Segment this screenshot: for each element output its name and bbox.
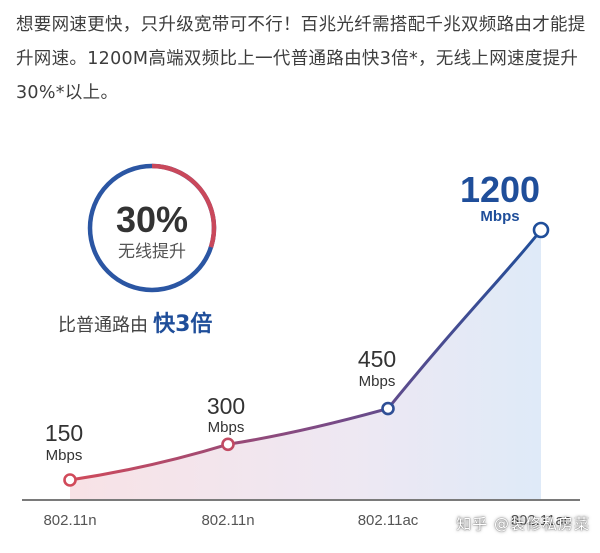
data-point-4 xyxy=(532,221,550,239)
badge-caption: 无线提升 xyxy=(118,242,186,262)
axis-layer: 802.11n 802.11n 802.11ac 802.11ac xyxy=(22,499,580,529)
intro-text: 想要网速更快，只升级宽带可不行！百兆光纤需搭配千兆双频路由才能提升网速。1200… xyxy=(16,15,586,103)
comparison-emphasis: 快3倍 xyxy=(153,311,212,337)
data-label-unit-2: Mbps xyxy=(208,419,245,436)
data-label-value-2: 300 xyxy=(207,393,245,419)
x-tick-label-4: 802.11ac xyxy=(511,512,572,529)
data-label-value-3: 450 xyxy=(358,346,396,372)
data-point-2 xyxy=(221,437,235,452)
data-label-value-1: 150 xyxy=(45,420,83,446)
watermark-text: 知乎 @装修私房菜 xyxy=(456,515,590,533)
data-point-3 xyxy=(381,401,395,416)
comparison-prefix: 比普通路由 xyxy=(58,315,148,336)
x-tick-label-3: 802.11ac xyxy=(358,512,419,529)
data-label-unit-1: Mbps xyxy=(46,447,83,464)
badge-percent: 30% xyxy=(116,199,188,240)
data-label-value-4: 1200 xyxy=(460,169,540,210)
badge-ring-progress xyxy=(151,163,217,248)
data-label-unit-4: Mbps xyxy=(480,208,519,225)
area-fill xyxy=(70,230,541,500)
series-line xyxy=(68,228,543,482)
speedup-badge: 30% 无线提升 xyxy=(87,163,217,293)
line-layer xyxy=(63,221,550,487)
x-tick-label-2: 802.11n xyxy=(201,512,254,529)
comparison-text: 比普通路由 快3倍 xyxy=(58,311,212,337)
data-label-unit-3: Mbps xyxy=(359,373,396,390)
area-layer xyxy=(70,230,541,500)
x-tick-label-1: 802.11n xyxy=(43,512,96,529)
data-point-1 xyxy=(63,473,77,487)
